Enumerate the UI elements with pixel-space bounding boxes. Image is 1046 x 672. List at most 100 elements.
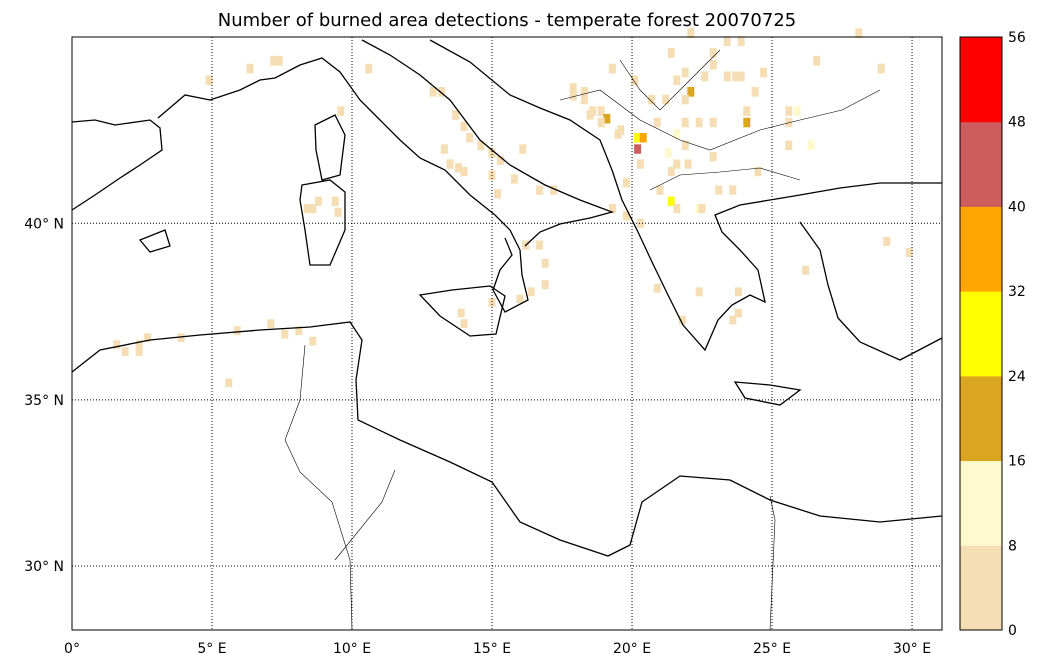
colorbar-tick-label: 24	[1008, 369, 1026, 385]
colorbar-segment	[960, 121, 1002, 207]
detection-cell	[639, 132, 647, 143]
detection-cell	[631, 75, 639, 86]
detection-cell	[760, 67, 768, 78]
colorbar-tick-label: 32	[1008, 284, 1026, 300]
detection-cell	[541, 258, 549, 268]
lon-tick-label: 5° E	[197, 641, 226, 657]
colorbar-frame	[959, 36, 1003, 631]
detection-cell	[785, 106, 793, 116]
detection-cell	[667, 48, 675, 58]
coastline-balkans-greece	[429, 39, 942, 352]
detection-cell	[723, 71, 731, 82]
detection-cell	[729, 315, 737, 325]
lon-tick-label: 30° E	[893, 641, 931, 657]
lon-tick-label: 20° E	[613, 641, 651, 657]
detection-cell	[205, 75, 213, 86]
detection-cell	[664, 148, 672, 158]
island-sicily	[418, 285, 506, 337]
detection-cell	[785, 140, 793, 150]
detection-cell	[802, 265, 810, 275]
detection-cell	[715, 185, 723, 195]
detection-cell	[905, 247, 913, 257]
detection-cell	[634, 144, 642, 154]
island-corsica	[314, 114, 346, 181]
detection-cell	[614, 129, 622, 139]
colorbar-tick-label: 8	[1008, 538, 1017, 554]
detection-cell	[734, 308, 742, 318]
detection-cell	[303, 204, 311, 214]
coastline-north-africa	[71, 321, 943, 557]
detection-cell	[883, 236, 891, 247]
detection-cell	[466, 132, 474, 143]
detection-cell	[662, 94, 670, 105]
graticule	[72, 37, 942, 630]
detection-cell	[334, 207, 342, 217]
detection-cell	[681, 140, 689, 150]
colorbar-tick-label: 16	[1008, 454, 1026, 470]
detection-cell	[135, 340, 143, 349]
detection-cell	[233, 326, 241, 336]
detection-cell	[536, 240, 544, 250]
detection-cell	[496, 155, 504, 166]
detection-cell	[634, 132, 642, 143]
detection-cell	[681, 67, 689, 78]
colorbar-segment	[960, 545, 1002, 631]
island-crete	[733, 381, 802, 406]
map-frame	[71, 36, 943, 631]
detection-cell	[460, 121, 468, 132]
detection-cell	[709, 48, 717, 58]
lat-tick-label: 35° N	[24, 393, 64, 409]
detection-cell	[622, 178, 630, 188]
detection-cell	[460, 166, 468, 177]
detection-cell	[737, 36, 745, 47]
detection-cell	[331, 196, 339, 206]
detection-cell	[454, 163, 462, 173]
detection-cell	[723, 36, 731, 47]
detection-cell	[569, 83, 577, 93]
detection-cell	[440, 144, 448, 154]
detection-cell	[488, 298, 496, 307]
detection-cell	[113, 340, 121, 349]
axis-ticks: 0° 5° E 10° E 15° E 20° E 25° E 30° E 30° N 35° …	[24, 216, 931, 657]
detection-cell	[494, 189, 502, 199]
detection-cell	[438, 87, 446, 97]
detection-cell	[519, 144, 527, 154]
detection-cell	[684, 159, 692, 169]
map-title: Number of burned area detections - tempe…	[217, 10, 797, 31]
colorbar: 0 8 16 24 32 40 48 56	[959, 30, 1026, 639]
detection-cell	[541, 280, 549, 290]
detection-cell	[751, 87, 759, 97]
detection-cell	[678, 315, 686, 325]
detection-cell	[477, 140, 485, 150]
detection-cell	[281, 329, 289, 339]
detection-cell	[709, 59, 717, 70]
detection-cell	[793, 106, 801, 116]
detection-cell	[636, 218, 644, 228]
detection-cell	[536, 185, 544, 195]
detection-cell	[855, 28, 863, 39]
detection-cell	[270, 55, 278, 66]
detection-cell	[597, 106, 605, 116]
detection-cell	[622, 211, 630, 221]
detection-cell	[648, 94, 656, 105]
detection-cell	[527, 287, 535, 297]
detection-cell	[636, 159, 644, 169]
detection-cell	[656, 185, 664, 195]
island-mallorca	[138, 229, 171, 253]
detection-cell	[429, 87, 437, 97]
detection-cell	[743, 106, 751, 116]
detection-cell	[510, 174, 518, 184]
detection-cell	[569, 90, 577, 101]
detection-cell	[701, 71, 709, 82]
colorbar-tick-label: 48	[1008, 115, 1026, 131]
detection-cell	[516, 294, 524, 304]
lon-tick-label: 0°	[64, 641, 80, 657]
detection-cell	[732, 71, 740, 82]
detection-cell	[135, 347, 143, 356]
detection-cell	[457, 308, 465, 318]
detection-cell	[309, 204, 317, 214]
colorbar-segment	[960, 375, 1002, 462]
detection-cell	[246, 63, 254, 74]
colorbar-tick-label: 56	[1008, 30, 1026, 46]
